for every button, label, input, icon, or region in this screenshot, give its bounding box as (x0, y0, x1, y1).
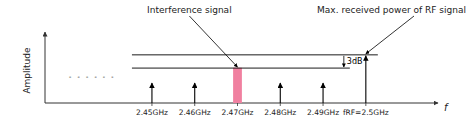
plot-area (152, 56, 366, 103)
bracket-arrow (343, 56, 344, 67)
stem (365, 56, 366, 103)
annotation-arrow (366, 16, 414, 54)
x-tick (194, 103, 195, 106)
x-tick-label: fRF=2.5GHz (343, 108, 389, 117)
stem (280, 83, 281, 103)
stem (151, 83, 152, 103)
stem (194, 83, 195, 103)
x-tick-label: 2.48GHz (264, 108, 296, 117)
annotation: - - - - - - (68, 73, 114, 81)
x-tick (323, 103, 324, 106)
x-axis-label: f (444, 102, 449, 113)
x-tick-label: 2.46GHz (179, 108, 211, 117)
stem (323, 83, 324, 103)
x-tick (365, 103, 366, 106)
x-tick-label: 2.49GHz (307, 108, 339, 117)
x-tick (280, 103, 281, 106)
y-axis-label: Amplitude (22, 47, 32, 94)
bar (234, 68, 242, 103)
annotation: Interference signal (147, 5, 232, 15)
x-tick-label: 2.45GHz (136, 108, 168, 117)
reference-line (132, 68, 350, 69)
annotation: 3dB (347, 57, 363, 66)
annotation: Max. received power of RF signal (317, 5, 466, 15)
x-tick (151, 103, 152, 106)
chart: 2.45GHz 2.46GHz 2.47GHz 2.48GHz 2.49GHz fRF=2… (0, 0, 474, 137)
x-tick-label: 2.47GHz (221, 108, 253, 117)
y-axis (45, 32, 46, 103)
reference-line (132, 54, 378, 55)
annotation-arrow (189, 16, 237, 67)
x-tick (237, 103, 238, 106)
